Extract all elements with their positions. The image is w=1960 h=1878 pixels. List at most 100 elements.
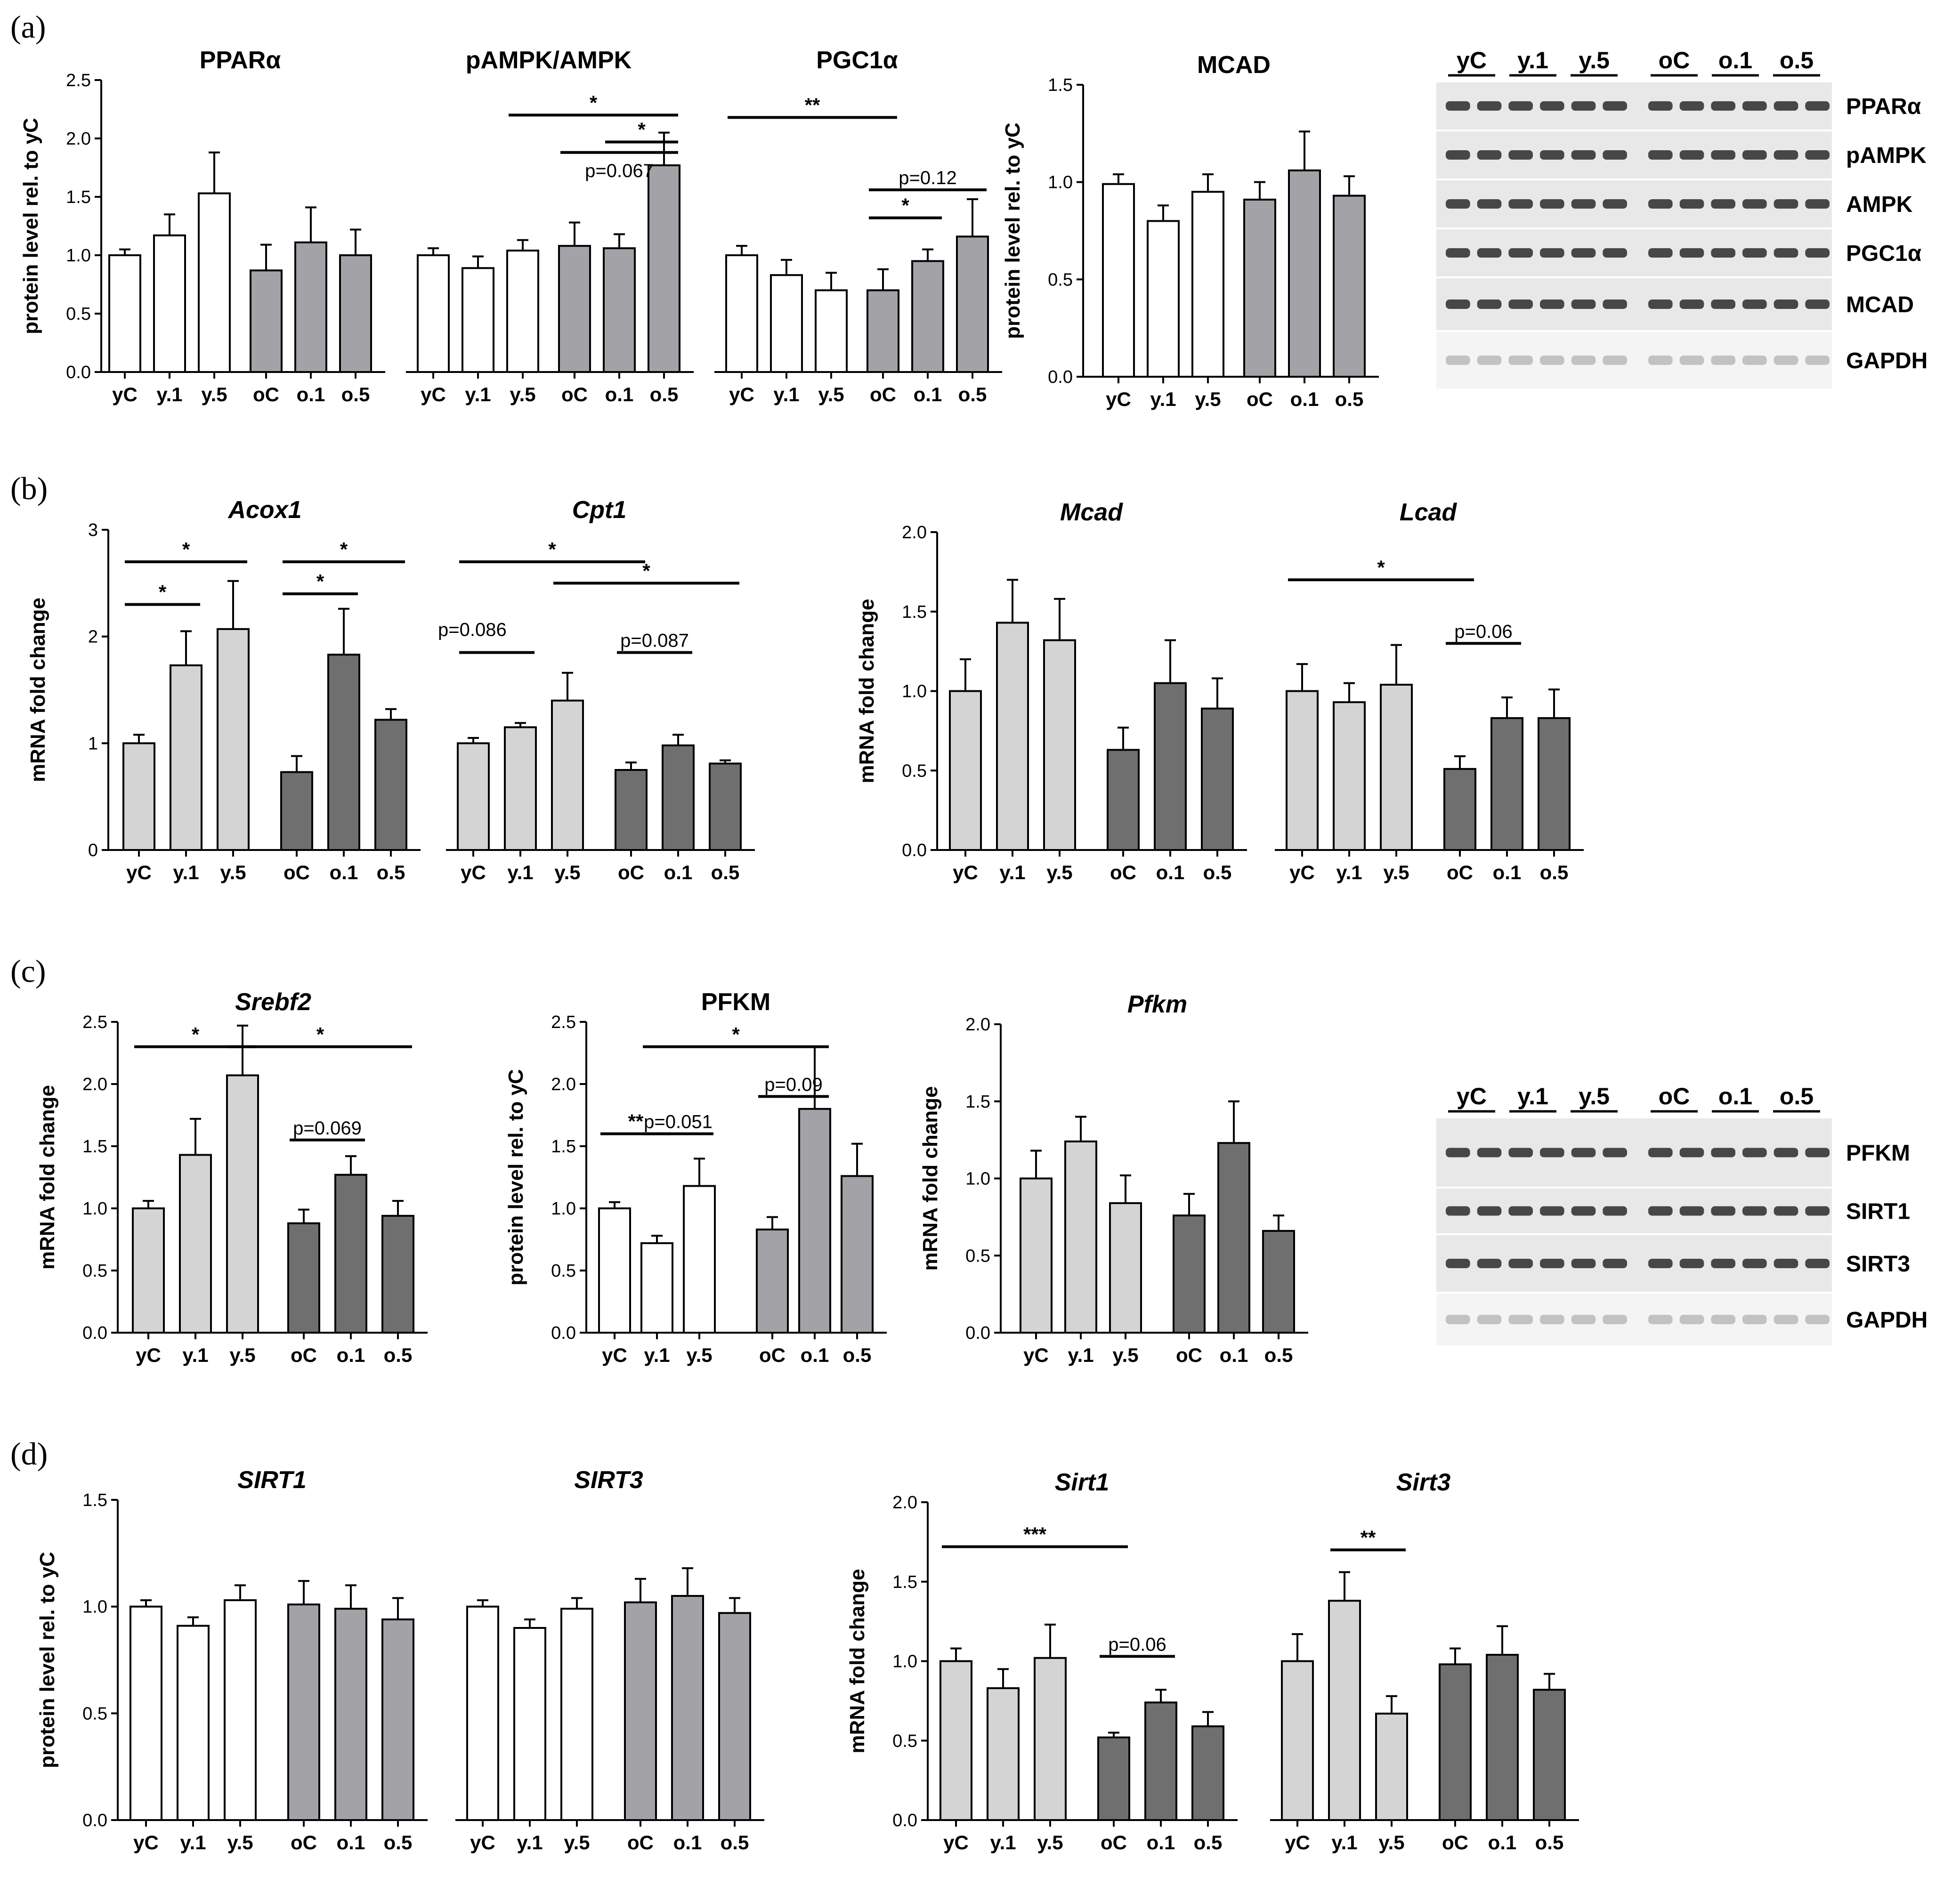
category-label: y.5 [1383,861,1409,883]
bar-y.1 [504,726,537,851]
category-label: y.5 [1195,388,1221,410]
panel-label-a: (a) [10,9,46,45]
blot-band [1711,1206,1735,1216]
blot-band [1540,1148,1564,1158]
blot-band [1742,101,1767,111]
blot-row-label: PGC1α [1846,241,1922,266]
y-tick-label: 0.0 [82,1811,107,1830]
category-label: oC [1442,1831,1468,1854]
category-label: oC [870,383,896,405]
chart-title: PFKM [701,988,770,1016]
category-label: yC [1285,1831,1310,1854]
bar-yC [108,254,141,373]
chart-2: PGC1α yC y.1 y.5 oC o.1 o.5 ** p=0.12 * [714,47,1002,405]
category-label: y.5 [220,861,246,883]
category-label: yC [126,861,152,883]
category-label: y.1 [990,1831,1016,1854]
blot-band [1477,101,1502,111]
bar-o.1 [911,260,944,373]
category-label: y.5 [1112,1344,1138,1366]
category-label: y.1 [465,383,491,405]
blot-group-label: oC [1659,1083,1690,1109]
bar-y.1 [177,1625,210,1821]
bar-oC [867,289,899,373]
y-tick-label: 2.0 [82,1075,107,1094]
blot-band [1648,1148,1673,1158]
bar-y.1 [996,622,1029,851]
blot-band [1774,356,1798,365]
blot-band [1774,300,1798,309]
blot-band [1508,248,1533,258]
category-label: o.1 [1147,1831,1175,1854]
blot-group-label: y.1 [1517,1083,1548,1109]
blot-band [1571,248,1596,258]
blot-band [1571,199,1596,209]
category-label: y.5 [1037,1831,1063,1854]
bar-o.1 [327,654,360,851]
category-label: y.1 [182,1344,208,1366]
blot-group-label: o.5 [1780,1083,1814,1109]
bar-y.1 [179,1154,212,1334]
y-tick-label: 1.5 [1048,75,1073,95]
bar-y.1 [640,1242,673,1334]
y-tick-label: 0.0 [1048,367,1073,387]
category-label: oC [291,1344,317,1366]
category-label: yC [729,383,754,405]
y-tick-label: 0 [88,841,98,860]
category-label: y.5 [1378,1831,1404,1854]
bar-oC [287,1222,320,1334]
blot-group-label: o.1 [1718,1083,1752,1109]
chart-6: Mcad 0.0 0.5 1.0 1.5 2.0 mRNA fold change yC y.1… [855,499,1247,883]
category-label: oC [561,383,588,405]
y-axis-label: mRNA fold change [26,598,49,782]
blot-band [1477,300,1502,309]
category-label: o.5 [843,1344,872,1366]
blot-band [1648,1315,1673,1324]
blot-band [1742,300,1767,309]
blot-band [1477,1259,1502,1268]
significance-stars: * [642,559,650,582]
category-label: yC [1289,861,1315,883]
chart-14: Sirt3 yC y.1 y.5 oC o.1 o.5 ** [1270,1469,1579,1854]
y-axis-label: protein level rel. to yC [504,1069,527,1286]
blot-band [1805,248,1830,258]
blot-band [1571,1148,1596,1158]
bar-o.1 [662,744,695,851]
significance-stars: * [316,1023,324,1045]
bar-o.5 [841,1175,874,1334]
bar-y.1 [462,267,494,373]
blot-band [1648,150,1673,160]
blot-band [1571,101,1596,111]
category-label: yC [461,861,486,883]
y-tick-label: 1.0 [82,1597,107,1617]
bar-yC [1281,1660,1314,1821]
category-label: o.1 [664,861,693,883]
bar-y.5 [683,1185,716,1334]
y-tick-label: 2.0 [892,1493,917,1513]
bar-o.5 [1533,1689,1566,1821]
category-label: y.5 [229,1344,255,1366]
panel-label-c: (c) [10,953,46,989]
blot-band [1446,300,1470,309]
blot-band [1603,300,1627,309]
chart-0: PPARα 0.0 0.5 1.0 1.5 2.0 2.5 protein level rel… [19,47,385,405]
category-label: o.5 [650,383,679,405]
category-label: o.1 [1488,1831,1517,1854]
bar-oC [1243,198,1276,378]
y-tick-label: 2.5 [66,71,91,90]
y-tick-label: 1.5 [965,1092,990,1112]
significance-stars: ** [1361,1526,1376,1548]
blot-band [1540,1259,1564,1268]
significance-stars: *** [1023,1523,1047,1546]
bar-y.5 [1375,1712,1408,1821]
category-label: oC [1447,861,1473,883]
significance-stars: * [192,1023,200,1045]
blot-1: yC y.1 y.5 oC o.1 o.5 PFKM SIRT1 SIRT3 GAPDH [1436,1083,1928,1345]
blot-band [1446,1259,1470,1268]
y-tick-label: 1.5 [66,187,91,207]
bar-oC [287,1603,320,1821]
bar-yC [1286,690,1319,851]
blot-band [1711,1259,1735,1268]
category-label: o.1 [1220,1344,1248,1366]
p-value-label: p=0.087 [620,631,689,651]
